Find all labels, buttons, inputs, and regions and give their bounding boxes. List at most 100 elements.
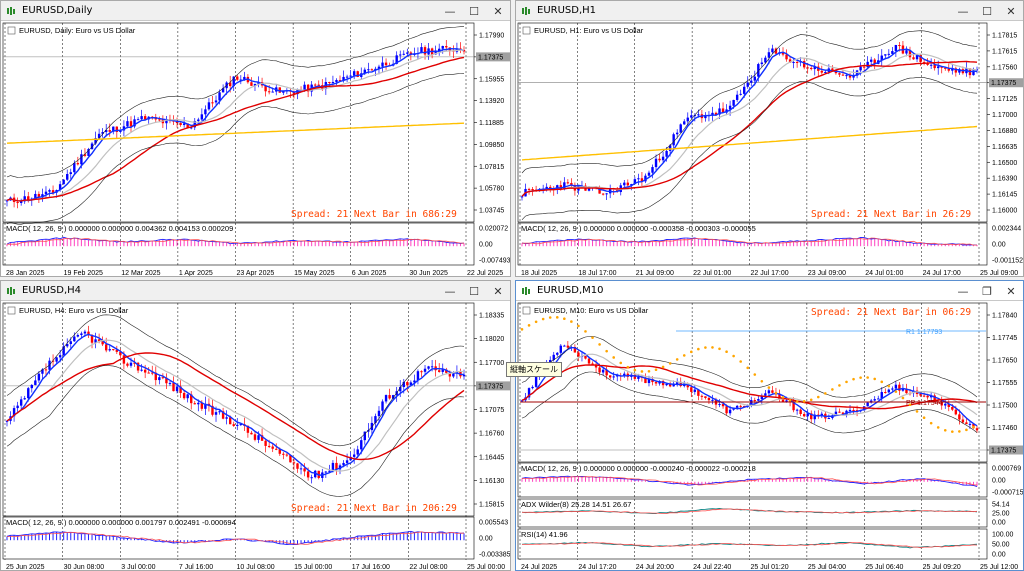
indicator-frame — [517, 498, 988, 528]
price-tick-label: 1.17125 — [992, 96, 1017, 103]
candle-body — [866, 402, 869, 407]
price-chart[interactable]: 18 Jul 2025 18 Jul 17:00 21 Jul 09:00 22 Ju… — [516, 21, 1023, 276]
candle-body — [693, 389, 697, 392]
price-tick-label: 1.13920 — [479, 98, 504, 105]
chart-icon — [522, 6, 530, 15]
candle-body — [563, 345, 566, 347]
indicator-line — [6, 530, 465, 546]
titlebar[interactable]: EURUSD,H4 — ☐ ✕ — [1, 281, 510, 301]
minimize-button[interactable]: — — [957, 284, 969, 298]
candle-body — [282, 91, 285, 93]
date-tick-label: 3 Jul 00:00 — [121, 564, 155, 571]
maximize-button[interactable]: ☐ — [982, 4, 992, 18]
chart-window-h4[interactable]: EURUSD,H4 — ☐ ✕ 25 Jun 2025 30 Jun 08:00 3… — [0, 280, 511, 571]
candle-body — [409, 382, 413, 386]
candle-body — [204, 109, 207, 115]
minimize-button[interactable]: — — [444, 284, 456, 298]
price-chart[interactable]: 25 Jun 2025 30 Jun 08:00 3 Jul 00:00 7 Jul … — [1, 301, 510, 570]
price-chart[interactable]: 24 Jul 2025 24 Jul 17:20 24 Jul 20:00 24 Ju… — [516, 301, 1023, 570]
candle-body — [975, 428, 979, 431]
minimize-button[interactable]: — — [957, 4, 969, 18]
candle-body — [647, 379, 651, 384]
candle-body — [445, 369, 448, 373]
titlebar[interactable]: EURUSD,Daily — ☐ ✕ — [1, 1, 510, 21]
candle-body — [310, 477, 313, 479]
close-button[interactable]: ✕ — [1006, 4, 1016, 18]
sar-dot — [697, 347, 700, 351]
sar-dot — [880, 380, 884, 384]
close-button[interactable]: ✕ — [493, 4, 503, 18]
candle-body — [129, 362, 133, 366]
candle-body — [5, 420, 9, 422]
candle-body — [912, 57, 915, 60]
candle-body — [901, 388, 905, 391]
candle-body — [760, 62, 764, 65]
candle-body — [915, 55, 919, 60]
ma-mid-line — [521, 53, 978, 197]
ma-mid-line — [6, 339, 465, 472]
candle-body — [834, 411, 838, 416]
maximize-button[interactable]: ☐ — [469, 4, 479, 18]
candle-body — [66, 344, 69, 347]
maximize-button[interactable]: ☐ — [469, 284, 479, 298]
chart-window-daily[interactable]: EURUSD,Daily — ☐ ✕ 28 Jan 2025 19 Feb 202… — [0, 0, 511, 277]
sar-dot — [788, 398, 792, 402]
candle-body — [781, 52, 785, 55]
sar-dot — [873, 377, 877, 381]
candle-body — [884, 54, 887, 56]
restore-button[interactable]: ❐ — [982, 284, 992, 298]
candle-body — [721, 404, 725, 407]
sar-dot — [534, 320, 538, 324]
sar-dot — [845, 380, 848, 384]
candle-body — [679, 124, 682, 133]
candle-body — [573, 346, 577, 353]
candle-body — [349, 75, 352, 77]
titlebar[interactable]: EURUSD,H1 — ☐ ✕ — [516, 1, 1023, 21]
titlebar[interactable]: EURUSD,M10 — ❐ ✕ — [516, 281, 1023, 301]
candle-body — [214, 412, 218, 415]
candle-body — [119, 130, 122, 132]
candle-body — [23, 196, 26, 202]
candle-body — [672, 134, 675, 146]
chart-window-h1[interactable]: EURUSD,H1 — ☐ ✕ 18 Jul 2025 18 Jul 17:00 2… — [515, 0, 1024, 277]
candle-body — [402, 53, 405, 55]
candle-body — [175, 386, 179, 392]
chart-canvas-h4[interactable]: 25 Jun 2025 30 Jun 08:00 3 Jul 00:00 7 Jul … — [1, 301, 511, 571]
candle-body — [774, 48, 778, 54]
chart-window-m10[interactable]: EURUSD,M10 — ❐ ✕ 24 Jul 2025 24 Jul 17:20… — [515, 280, 1024, 571]
candle-body — [211, 102, 214, 104]
minimize-button[interactable]: — — [444, 4, 456, 18]
price-chart[interactable]: 28 Jan 2025 19 Feb 2025 12 Mar 2025 1 Apr 2… — [1, 21, 510, 276]
candle-body — [186, 123, 189, 128]
close-button[interactable]: ✕ — [1006, 284, 1016, 298]
candle-body — [869, 59, 873, 62]
chart-canvas-m10[interactable]: 24 Jul 2025 24 Jul 17:20 24 Jul 20:00 24 Ju… — [516, 301, 1024, 571]
chart-canvas-h1[interactable]: 18 Jul 2025 18 Jul 17:00 21 Jul 09:00 22 Ju… — [516, 21, 1024, 277]
spread-info: Spread: 21 Next Bar in 206:29 — [291, 503, 457, 514]
candle-body — [41, 369, 44, 374]
candle-body — [246, 425, 250, 433]
date-tick-label: 23 Apr 2025 — [237, 270, 275, 277]
candle-body — [891, 388, 894, 390]
sar-dot — [555, 316, 559, 319]
sar-dot — [668, 362, 672, 365]
window-title: EURUSD,Daily — [22, 5, 93, 16]
close-button[interactable]: ✕ — [493, 284, 503, 298]
indicator-label: ADX Wilder(8) 25.28 14.51 26.67 — [521, 500, 631, 509]
candle-body — [200, 114, 204, 120]
candle-body — [795, 62, 799, 64]
candle-body — [448, 372, 452, 377]
candle-body — [264, 85, 267, 92]
candle-body — [377, 410, 381, 417]
candle-body — [179, 386, 182, 393]
candle-body — [743, 405, 746, 407]
bollinger-upper-line — [6, 26, 465, 178]
sar-dot — [619, 361, 623, 365]
candle-body — [151, 372, 154, 374]
candle-body — [644, 175, 647, 182]
chart-canvas-daily[interactable]: 28 Jan 2025 19 Feb 2025 12 Mar 2025 1 Apr 2… — [1, 21, 511, 277]
indicator-frame — [517, 222, 988, 266]
current-price-label: 1.17375 — [991, 80, 1016, 87]
candle-body — [228, 417, 232, 425]
candle-body — [90, 143, 94, 150]
